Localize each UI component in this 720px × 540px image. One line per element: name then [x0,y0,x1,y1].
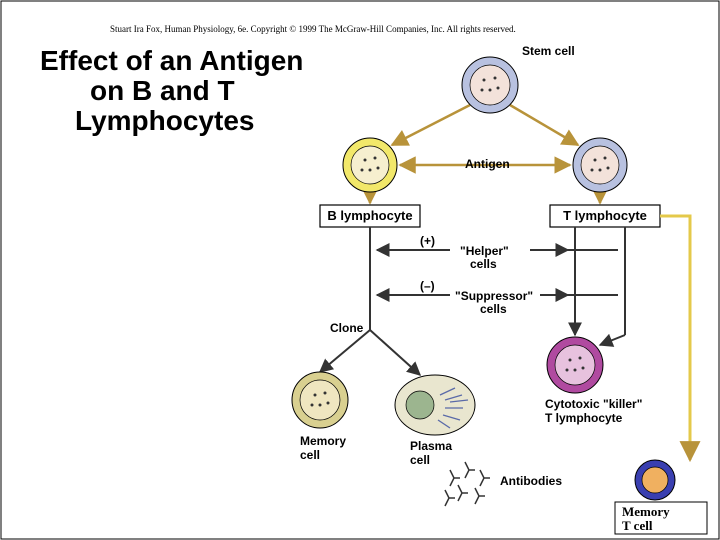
arrow-t-cyto [600,335,625,345]
mem-label1: Memory [300,434,346,448]
arrow-stem-t [510,105,578,145]
stem-label: Stem cell [522,44,575,58]
cyto-label2: T lymphocyte [545,411,623,425]
memt-label1: Memory [622,504,670,519]
antibodies-label: Antibodies [500,474,562,488]
cytotoxic-cell [547,337,603,393]
memory-t-cell [635,460,675,500]
arrow-clone-plasma [370,330,420,375]
title-line2: on B and T [90,75,235,106]
title-line3: Lymphocytes [75,105,254,136]
memt-label2: T cell [622,518,653,533]
t-lymphocyte-label: T lymphocyte [563,208,647,223]
title-line1: Effect of an Antigen [40,45,303,76]
plasma-label1: Plasma [410,439,452,453]
copyright-text: Stuart Ira Fox, Human Physiology, 6e. Co… [110,24,516,34]
arrow-clone-mem [320,330,370,372]
helper-label2: cells [470,257,497,271]
arrow-to-memory-t [660,216,690,460]
supp-label1: "Suppressor" [455,289,533,303]
stem-cell [462,57,518,113]
plasma-label2: cell [410,453,430,467]
memory-cell [292,372,348,428]
minus-label: (–) [420,279,435,293]
helper-label1: "Helper" [460,244,509,258]
b-lymphocyte-label: B lymphocyte [327,208,412,223]
arrow-stem-b [392,105,470,145]
mem-label2: cell [300,448,320,462]
supp-label2: cells [480,302,507,316]
antibodies-icons [445,462,490,506]
b-lymphocyte-cell [343,138,397,192]
clone-label: Clone [330,321,364,335]
diagram-canvas: Stuart Ira Fox, Human Physiology, 6e. Co… [0,0,720,540]
antigen-label: Antigen [465,157,510,171]
plus-label: (+) [420,234,435,248]
plasma-cell [395,375,475,435]
cyto-label1: Cytotoxic "killer" [545,397,642,411]
t-lymphocyte-cell [573,138,627,192]
